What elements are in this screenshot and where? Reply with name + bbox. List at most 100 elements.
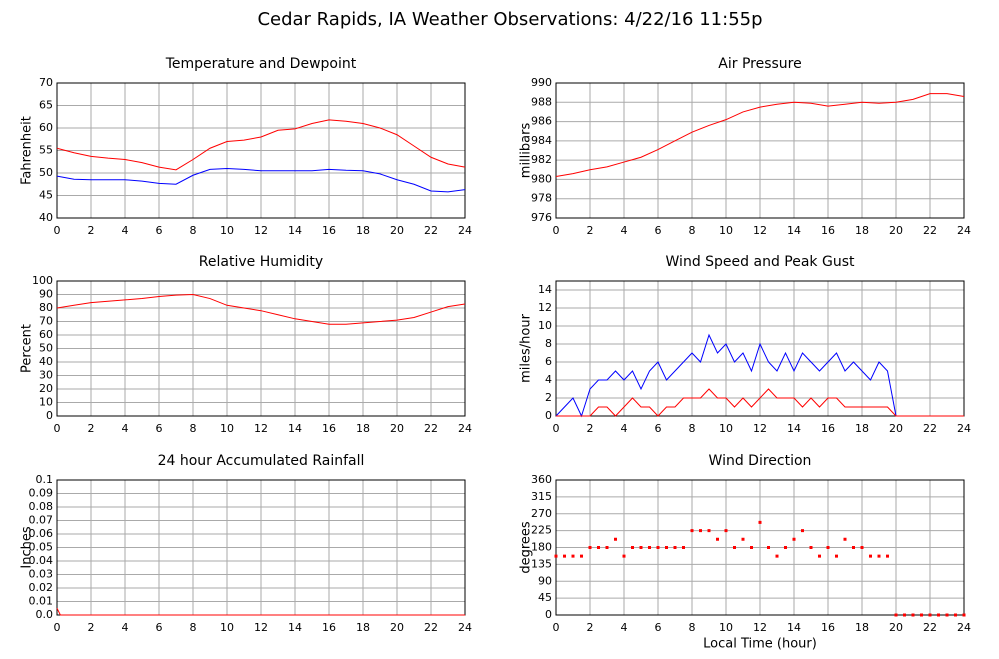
x-tick-label: 6 (655, 224, 662, 237)
data-point (792, 537, 796, 541)
x-tick-label: 10 (220, 422, 234, 435)
x-tick-label: 2 (88, 224, 95, 237)
x-tick-label: 18 (855, 224, 869, 237)
data-point (826, 546, 830, 549)
data-point (707, 529, 711, 533)
y-tick-label: 0.02 (29, 581, 54, 594)
x-tick-label: 2 (88, 621, 95, 634)
data-point (767, 546, 770, 549)
y-tick-label: 0.08 (29, 500, 54, 513)
x-tick-label: 4 (621, 621, 628, 634)
y-tick-label: 12 (538, 301, 552, 314)
data-point (639, 546, 643, 549)
data-point (588, 546, 592, 549)
data-point (784, 546, 787, 549)
y-tick-label: 55 (39, 144, 53, 157)
data-point (937, 613, 940, 617)
x-tick-label: 16 (322, 224, 336, 237)
y-axis-label: miles/hour (519, 313, 534, 382)
y-tick-label: 45 (538, 591, 552, 604)
x-tick-label: 16 (322, 621, 336, 634)
y-tick-label: 986 (531, 115, 552, 128)
x-tick-label: 24 (458, 422, 472, 435)
data-point (733, 546, 736, 549)
plot-frame (555, 479, 965, 616)
y-tick-label: 14 (538, 283, 552, 296)
x-tick-label: 0 (553, 422, 560, 435)
x-tick-label: 18 (356, 224, 370, 237)
y-tick-label: 40 (39, 355, 53, 368)
y-tick-label: 0.06 (29, 527, 54, 540)
data-point (775, 554, 779, 558)
x-tick-label: 22 (923, 422, 937, 435)
x-tick-label: 0 (54, 422, 61, 435)
y-tick-label: 225 (531, 524, 552, 537)
x-tick-label: 8 (689, 422, 696, 435)
y-axis-label: Inches (20, 526, 35, 568)
y-tick-label: 984 (531, 134, 552, 147)
x-tick-label: 0 (553, 224, 560, 237)
y-axis-label: Percent (20, 324, 35, 373)
y-tick-label: 10 (39, 396, 53, 409)
data-point (614, 537, 617, 541)
data-point (597, 546, 600, 549)
y-tick-label: 360 (531, 473, 552, 486)
data-point (843, 537, 847, 541)
x-tick-label: 14 (787, 224, 801, 237)
x-tick-label: 12 (254, 621, 268, 634)
x-tick-label: 24 (957, 621, 971, 634)
y-tick-label: 315 (531, 490, 552, 503)
y-tick-label: 50 (39, 342, 53, 355)
data-point (818, 554, 821, 558)
data-point (928, 613, 932, 617)
y-tick-label: 10 (538, 319, 552, 332)
data-point (580, 554, 583, 558)
y-tick-label: 70 (39, 76, 53, 89)
panel-title: 24 hour Accumulated Rainfall (158, 453, 365, 469)
y-tick-label: 60 (39, 121, 53, 134)
plot-frame (555, 280, 965, 417)
y-tick-label: 0.05 (29, 541, 54, 554)
y-tick-label: 0.09 (29, 487, 54, 500)
panel-title: Wind Speed and Peak Gust (666, 254, 855, 270)
data-point (716, 537, 719, 541)
x-tick-label: 20 (889, 621, 903, 634)
data-point (962, 613, 966, 617)
data-point (724, 529, 728, 533)
x-tick-label: 4 (122, 224, 129, 237)
data-point (758, 520, 762, 524)
panel-title: Wind Direction (709, 453, 812, 469)
data-point (648, 546, 651, 549)
x-tick-label: 6 (156, 224, 163, 237)
x-tick-label: 18 (855, 422, 869, 435)
x-tick-label: 2 (587, 621, 594, 634)
data-point (869, 554, 872, 558)
x-tick-label: 14 (288, 422, 302, 435)
x-tick-label: 8 (190, 621, 197, 634)
y-tick-label: 40 (39, 211, 53, 224)
y-tick-label: 980 (531, 172, 552, 185)
y-tick-label: 90 (538, 574, 552, 587)
x-tick-label: 18 (356, 422, 370, 435)
y-tick-label: 70 (39, 315, 53, 328)
data-point (852, 546, 855, 549)
x-tick-label: 4 (122, 422, 129, 435)
y-tick-label: 0.07 (29, 514, 54, 527)
y-tick-label: 4 (545, 373, 552, 386)
data-point (741, 537, 745, 541)
plot-frame (56, 280, 466, 417)
x-tick-label: 20 (889, 224, 903, 237)
x-tick-label: 16 (821, 422, 835, 435)
x-tick-label: 4 (621, 224, 628, 237)
x-tick-label: 24 (957, 224, 971, 237)
y-tick-label: 0.03 (29, 568, 54, 581)
data-point (631, 546, 634, 549)
data-line (56, 119, 466, 171)
x-tick-label: 22 (923, 621, 937, 634)
y-tick-label: 988 (531, 95, 552, 108)
y-tick-label: 0.1 (36, 473, 54, 486)
plot-frame (555, 82, 965, 219)
x-tick-label: 2 (587, 422, 594, 435)
y-axis-label: Fahrenheit (20, 116, 35, 185)
